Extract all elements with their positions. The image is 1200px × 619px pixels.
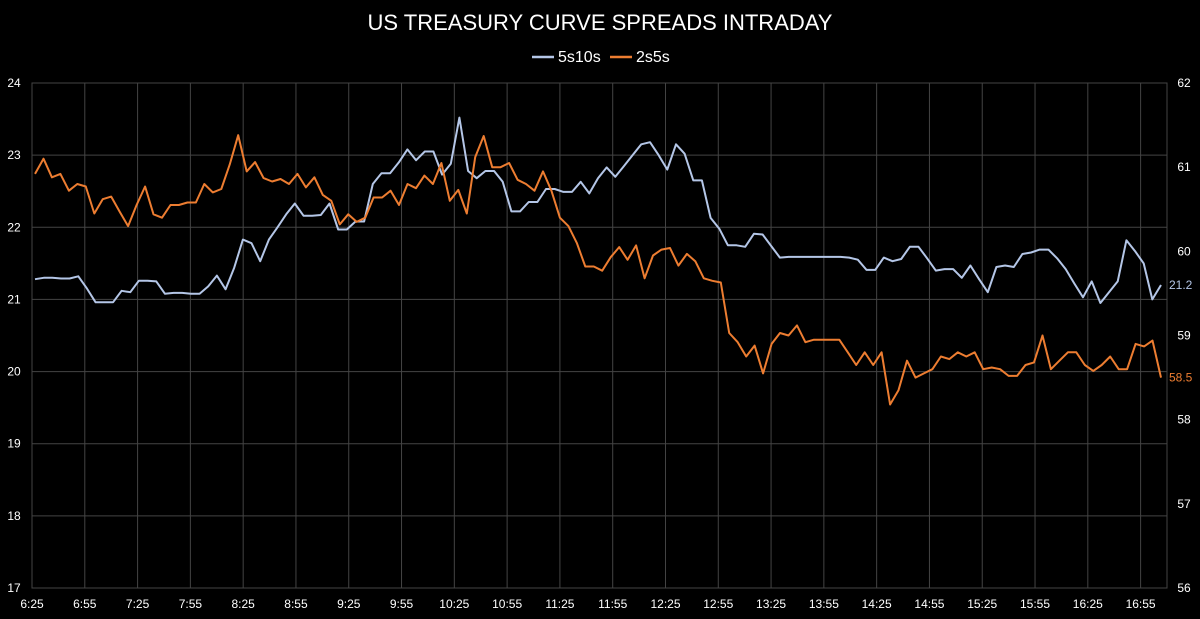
x-tick-label: 6:25 (20, 597, 44, 611)
x-tick-label: 16:25 (1073, 597, 1103, 611)
y-left-tick-label: 20 (7, 365, 21, 379)
x-tick-label: 12:25 (650, 597, 680, 611)
x-tick-label: 6:55 (73, 597, 97, 611)
last-value-labels: 21.2 58.5 (1169, 278, 1193, 385)
last-value-5s10s: 21.2 (1169, 278, 1193, 292)
y-right-tick-label: 62 (1177, 76, 1191, 90)
chart-title: US TREASURY CURVE SPREADS INTRADAY (368, 10, 833, 35)
y-right-tick-label: 58 (1177, 413, 1191, 427)
y-left-tick-label: 19 (7, 437, 21, 451)
series-lines (34, 116, 1162, 406)
gridlines (31, 82, 1168, 589)
x-tick-label: 10:25 (439, 597, 469, 611)
x-tick-label: 11:25 (545, 597, 574, 611)
x-tick-label: 15:25 (967, 597, 997, 611)
last-value-2s5s: 58.5 (1169, 371, 1193, 385)
x-tick-label: 11:55 (598, 597, 627, 611)
y-left-tick-label: 17 (7, 581, 21, 595)
x-tick-label: 16:55 (1126, 597, 1156, 611)
x-tick-label: 9:55 (390, 597, 414, 611)
x-tick-label: 15:55 (1020, 597, 1050, 611)
y-right-tick-label: 59 (1177, 329, 1191, 343)
x-tick-label: 7:55 (179, 597, 203, 611)
x-tick-label: 10:55 (492, 597, 522, 611)
y-right-tick-label: 61 (1177, 160, 1191, 174)
y-left-tick-label: 22 (7, 220, 21, 234)
axes: 6:25 6:55 7:25 7:55 8:25 8:55 9:25 9:55 10:25 10:… (7, 76, 1191, 611)
y-right-tick-label: 56 (1177, 581, 1191, 595)
x-tick-label: 14:25 (862, 597, 892, 611)
x-tick-label: 14:55 (914, 597, 944, 611)
series-line-2s5s (34, 134, 1162, 406)
x-tick-label: 8:25 (231, 597, 255, 611)
series-line-5s10s (34, 116, 1162, 304)
y-right-tick-label: 60 (1177, 244, 1191, 258)
y-left-tick-label: 23 (7, 148, 21, 162)
legend-label-5s10s: 5s10s (558, 49, 601, 66)
y-left-tick-label: 18 (7, 509, 21, 523)
x-tick-label: 13:25 (756, 597, 786, 611)
y-left-tick-label: 24 (7, 76, 21, 90)
x-tick-label: 8:55 (284, 597, 308, 611)
y-left-tick-label: 21 (7, 292, 21, 306)
y-right-tick-label: 57 (1177, 497, 1191, 511)
legend: 5s10s 2s5s (532, 49, 670, 66)
x-tick-label: 7:25 (126, 597, 150, 611)
legend-label-2s5s: 2s5s (636, 49, 670, 66)
x-tick-label: 9:25 (337, 597, 361, 611)
x-tick-label: 12:55 (703, 597, 733, 611)
x-tick-label: 13:55 (809, 597, 839, 611)
